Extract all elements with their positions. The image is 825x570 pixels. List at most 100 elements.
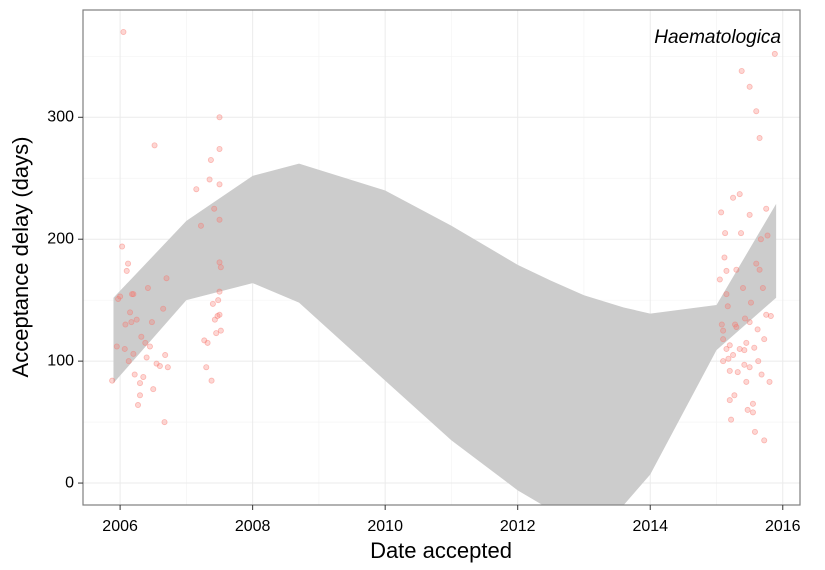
point [738, 230, 745, 237]
point [743, 339, 750, 346]
point [720, 327, 727, 334]
point [123, 267, 130, 274]
point [740, 284, 747, 291]
point [763, 205, 770, 212]
point [749, 400, 756, 407]
point [207, 156, 214, 163]
point [732, 321, 739, 328]
point [113, 343, 120, 350]
point [726, 397, 733, 404]
x-tick-label: 2010 [367, 518, 403, 535]
annotation: Haematologica [654, 27, 781, 48]
point [757, 236, 764, 243]
point [120, 28, 127, 35]
point [201, 337, 208, 344]
point [720, 336, 727, 343]
point [130, 291, 137, 298]
point [730, 352, 737, 359]
axes: 2006 2008 2010 2012 2014 2016 0 100 200 300 [47, 109, 800, 536]
point [746, 319, 753, 326]
point [718, 209, 725, 216]
point [731, 392, 738, 399]
point [197, 222, 204, 229]
point [128, 319, 135, 326]
point [136, 380, 143, 387]
point [753, 260, 760, 267]
point [203, 364, 210, 371]
point [162, 352, 169, 359]
x-axis-title: Date accepted [370, 538, 512, 563]
point [214, 313, 221, 320]
point [751, 428, 758, 435]
x-tick-label: 2006 [102, 518, 138, 535]
point [204, 339, 211, 346]
point [142, 339, 149, 346]
x-tick-label: 2008 [235, 518, 271, 535]
point [130, 350, 137, 357]
y-tick-label: 200 [47, 230, 74, 247]
point [766, 378, 773, 385]
point [121, 345, 128, 352]
point [215, 297, 222, 304]
point [763, 311, 770, 318]
point [213, 330, 220, 337]
point [136, 392, 143, 399]
point [723, 267, 730, 274]
point [747, 299, 754, 306]
point [146, 343, 153, 350]
point [160, 305, 167, 312]
point [148, 319, 155, 326]
point [746, 211, 753, 218]
point [755, 358, 762, 365]
point [743, 378, 750, 385]
point [216, 181, 223, 188]
point [718, 321, 725, 328]
point [741, 315, 748, 322]
point [208, 377, 215, 384]
point [728, 416, 735, 423]
point [753, 108, 760, 115]
y-axis-title: Acceptance delay (days) [8, 137, 33, 378]
plot-area [109, 28, 778, 505]
point [138, 333, 145, 340]
point [730, 194, 737, 201]
point [724, 303, 731, 310]
point [722, 230, 729, 237]
point [131, 371, 138, 378]
point [716, 276, 723, 283]
point [164, 364, 171, 371]
point [754, 326, 761, 333]
point [758, 371, 765, 378]
point [738, 67, 745, 74]
point [151, 142, 158, 149]
point [216, 114, 223, 121]
point [736, 191, 743, 198]
x-tick-label: 2014 [632, 518, 668, 535]
point [217, 327, 224, 334]
point [744, 406, 751, 413]
point [749, 409, 756, 416]
point [140, 373, 147, 380]
x-tick-label: 2016 [765, 518, 801, 535]
point [725, 355, 732, 362]
y-tick-label: 100 [47, 352, 74, 369]
point [125, 260, 132, 267]
point [751, 344, 758, 351]
point [153, 360, 160, 367]
point [726, 367, 733, 374]
point [216, 311, 223, 318]
point [144, 284, 151, 291]
panel-border [82, 9, 801, 506]
point [211, 205, 218, 212]
point [125, 358, 132, 365]
point [143, 354, 150, 361]
point [161, 419, 168, 426]
point [767, 313, 774, 320]
point [216, 216, 223, 223]
point [127, 309, 134, 316]
confidence-band [113, 163, 777, 505]
point [211, 316, 218, 323]
point [720, 358, 727, 365]
x-tick-label: 2012 [500, 518, 536, 535]
